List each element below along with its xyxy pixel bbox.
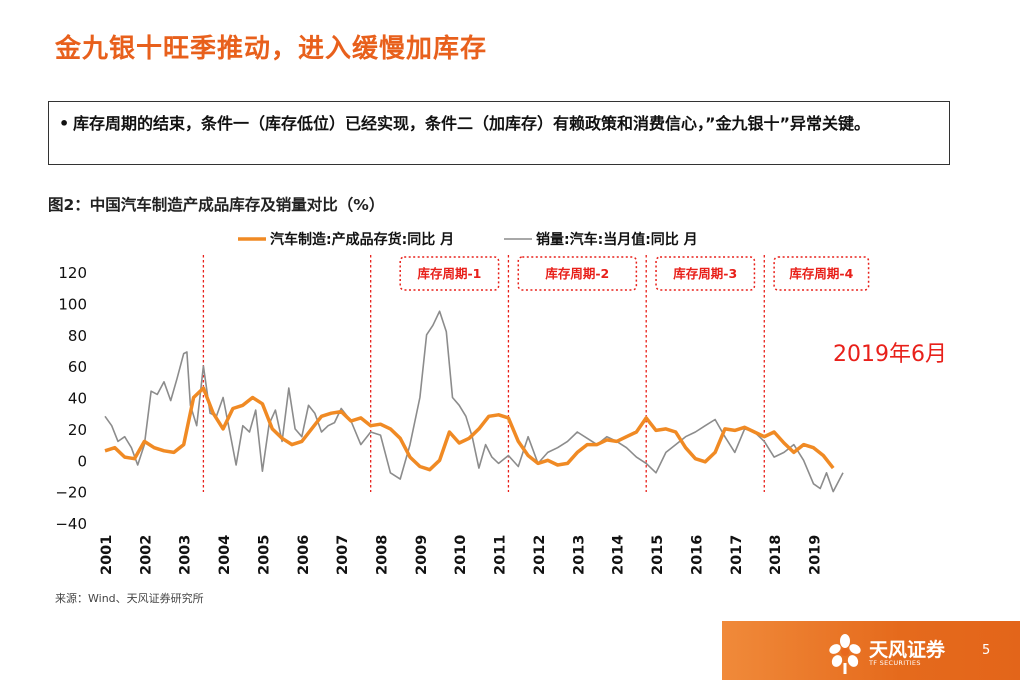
x-tick-label: 2003 bbox=[178, 535, 194, 575]
y-tick-label: 0 bbox=[77, 452, 87, 470]
slide-title: 金九银十旺季推动，进入缓慢加库存 bbox=[55, 34, 488, 64]
callout-box: • 库存周期的结束，条件一（库存低位）已经实现，条件二（加库存）有赖政策和消费信… bbox=[48, 101, 950, 165]
x-tick-label: 2008 bbox=[375, 535, 391, 575]
y-tick-label: −20 bbox=[55, 484, 87, 502]
cycle-label: 库存周期-1 bbox=[417, 266, 481, 281]
cycle-label: 库存周期-2 bbox=[545, 266, 609, 281]
bullet-point: • bbox=[59, 114, 70, 133]
x-tick-label: 2004 bbox=[217, 535, 233, 575]
sales-series-line bbox=[104, 310, 844, 493]
cycle-label: 库存周期-3 bbox=[673, 266, 737, 281]
x-tick-label: 2005 bbox=[256, 535, 272, 575]
x-tick-label: 2011 bbox=[493, 535, 509, 575]
x-tick-label: 2016 bbox=[689, 535, 705, 575]
x-tick-label: 2015 bbox=[650, 535, 666, 575]
footer-band: 天风证券 TF SECURITIES 5 bbox=[722, 621, 1020, 680]
x-tick-label: 2001 bbox=[99, 535, 115, 575]
x-tick-label: 2009 bbox=[414, 535, 430, 575]
y-tick-label: 20 bbox=[68, 421, 87, 439]
y-tick-label: 40 bbox=[68, 390, 87, 408]
y-tick-label: 80 bbox=[68, 327, 87, 345]
y-tick-label: −40 bbox=[55, 515, 87, 533]
x-tick-label: 2002 bbox=[138, 535, 154, 575]
y-tick-label: 100 bbox=[58, 295, 87, 313]
y-tick-label: 120 bbox=[58, 264, 87, 282]
brand-name-cn: 天风证券 bbox=[869, 639, 946, 661]
cycle-label-box bbox=[655, 256, 756, 291]
x-tick-label: 2017 bbox=[729, 535, 745, 575]
cycle-label: 库存周期-4 bbox=[789, 266, 853, 281]
x-tick-label: 2014 bbox=[611, 535, 627, 575]
x-tick-label: 2013 bbox=[571, 535, 587, 575]
x-tick-label: 2012 bbox=[532, 535, 548, 575]
x-tick-label: 2007 bbox=[335, 535, 351, 575]
x-tick-label: 2018 bbox=[768, 535, 784, 575]
page-number: 5 bbox=[982, 643, 991, 658]
flower-logo-icon bbox=[826, 633, 864, 679]
inventory-sales-chart: 120 100 80 60 40 20 0 −20 −40 2001 2002 2003 2004 200… bbox=[55, 231, 947, 575]
legend-label: 汽车制造:产成品存货:同比 月 bbox=[270, 231, 454, 248]
figure-caption: 图2：中国汽车制造产成品库存及销量对比（%） bbox=[48, 196, 385, 214]
cycle-label-box bbox=[399, 256, 500, 291]
callout-text: 库存周期的结束，条件一（库存低位）已经实现，条件二（加库存）有赖政策和消费信心，… bbox=[73, 114, 871, 133]
cycle-label-box bbox=[517, 256, 638, 291]
inventory-series-line bbox=[104, 386, 835, 472]
y-tick-label: 60 bbox=[68, 358, 87, 376]
legend-label: 销量:汽车:当月值:同比 月 bbox=[536, 231, 698, 248]
source-note: 来源：Wind、天风证券研究所 bbox=[55, 592, 204, 605]
brand-name-en: TF SECURITIES bbox=[869, 659, 921, 667]
x-tick-label: 2010 bbox=[453, 535, 469, 575]
cycle-label-box bbox=[773, 256, 870, 291]
annotation-label: 2019年6月 bbox=[833, 342, 947, 367]
x-tick-label: 2019 bbox=[807, 535, 823, 575]
x-tick-label: 2006 bbox=[296, 535, 312, 575]
